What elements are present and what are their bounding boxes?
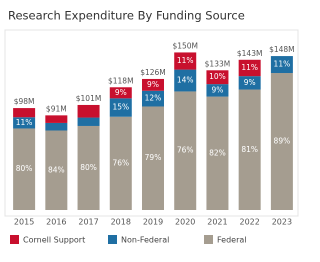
x-tick-label: 2021 [207, 218, 227, 227]
bar-segment [238, 59, 261, 77]
total-label: $118M [108, 76, 134, 85]
bar-segment [45, 130, 68, 210]
bar-segment [77, 104, 100, 118]
bar-segment [238, 76, 261, 90]
value-label: 9% [244, 78, 256, 87]
chart-title: Research Expenditure By Funding Source [8, 9, 245, 23]
value-label: 9% [115, 88, 127, 97]
bar-segment [13, 128, 36, 210]
plot-frame [4, 29, 299, 217]
total-label: $150M [172, 41, 198, 50]
bar-segment [174, 91, 197, 210]
value-label: 89% [274, 137, 291, 146]
legend-label: Federal [217, 236, 247, 245]
value-label: 10% [209, 72, 226, 81]
legend-label: Non-Federal [121, 236, 169, 245]
x-tick-label: 2017 [78, 218, 98, 227]
bar-segment [238, 89, 261, 210]
bar-segment [142, 106, 164, 210]
legend-label: Cornell Support [23, 236, 85, 245]
x-tick-label: 2016 [46, 218, 66, 227]
value-label: 9% [211, 85, 223, 94]
total-label: $143M [237, 49, 263, 58]
value-label: 81% [241, 145, 258, 154]
total-label: $98M [14, 97, 35, 106]
bar-segment [270, 73, 293, 210]
bar-segment [45, 122, 68, 131]
total-label: $148M [269, 45, 295, 54]
total-label: $126M [140, 68, 166, 77]
value-label: 14% [177, 76, 194, 85]
bar-segment [174, 69, 197, 92]
value-label: 11% [241, 63, 258, 72]
chart: Research Expenditure By Funding Source 8… [4, 9, 299, 245]
value-label: 11% [177, 56, 194, 65]
value-label: 11% [16, 118, 33, 127]
bar-segment [109, 98, 132, 117]
value-label: 80% [80, 163, 97, 172]
x-tick-label: 2018 [111, 218, 131, 227]
legend-swatch [204, 235, 213, 244]
bar-segment [206, 70, 229, 85]
bar-segment [142, 90, 164, 107]
x-tick-label: 2019 [143, 218, 163, 227]
bar-segment [174, 52, 197, 70]
bar-segment [109, 87, 132, 99]
bar-segment [206, 84, 229, 97]
total-label: $101M [76, 94, 102, 103]
bar-segment [13, 108, 36, 118]
bar-segment [77, 125, 100, 210]
legend-swatch [10, 235, 19, 244]
value-label: 12% [145, 94, 162, 103]
value-label: 76% [177, 146, 194, 155]
x-tick-label: 2022 [239, 218, 259, 227]
value-label: 79% [145, 153, 162, 162]
value-label: 84% [48, 165, 65, 174]
value-label: 76% [112, 158, 129, 167]
bar-segment [270, 56, 293, 74]
x-tick-label: 2020 [175, 218, 195, 227]
bar-segment [206, 96, 229, 210]
bar-segment [45, 115, 68, 123]
value-label: 11% [274, 60, 291, 69]
x-tick-label: 2015 [14, 218, 34, 227]
legend-swatch [108, 235, 117, 244]
value-label: 15% [112, 103, 129, 112]
total-label: $91M [46, 104, 67, 113]
value-label: 9% [147, 80, 159, 89]
bar-segment [77, 117, 100, 126]
bar-segment [142, 78, 164, 91]
value-label: 80% [16, 164, 33, 173]
bar-segment [109, 116, 132, 210]
bar-segment [13, 117, 36, 129]
value-label: 82% [209, 148, 226, 157]
x-tick-label: 2023 [272, 218, 292, 227]
total-label: $133M [205, 59, 231, 68]
